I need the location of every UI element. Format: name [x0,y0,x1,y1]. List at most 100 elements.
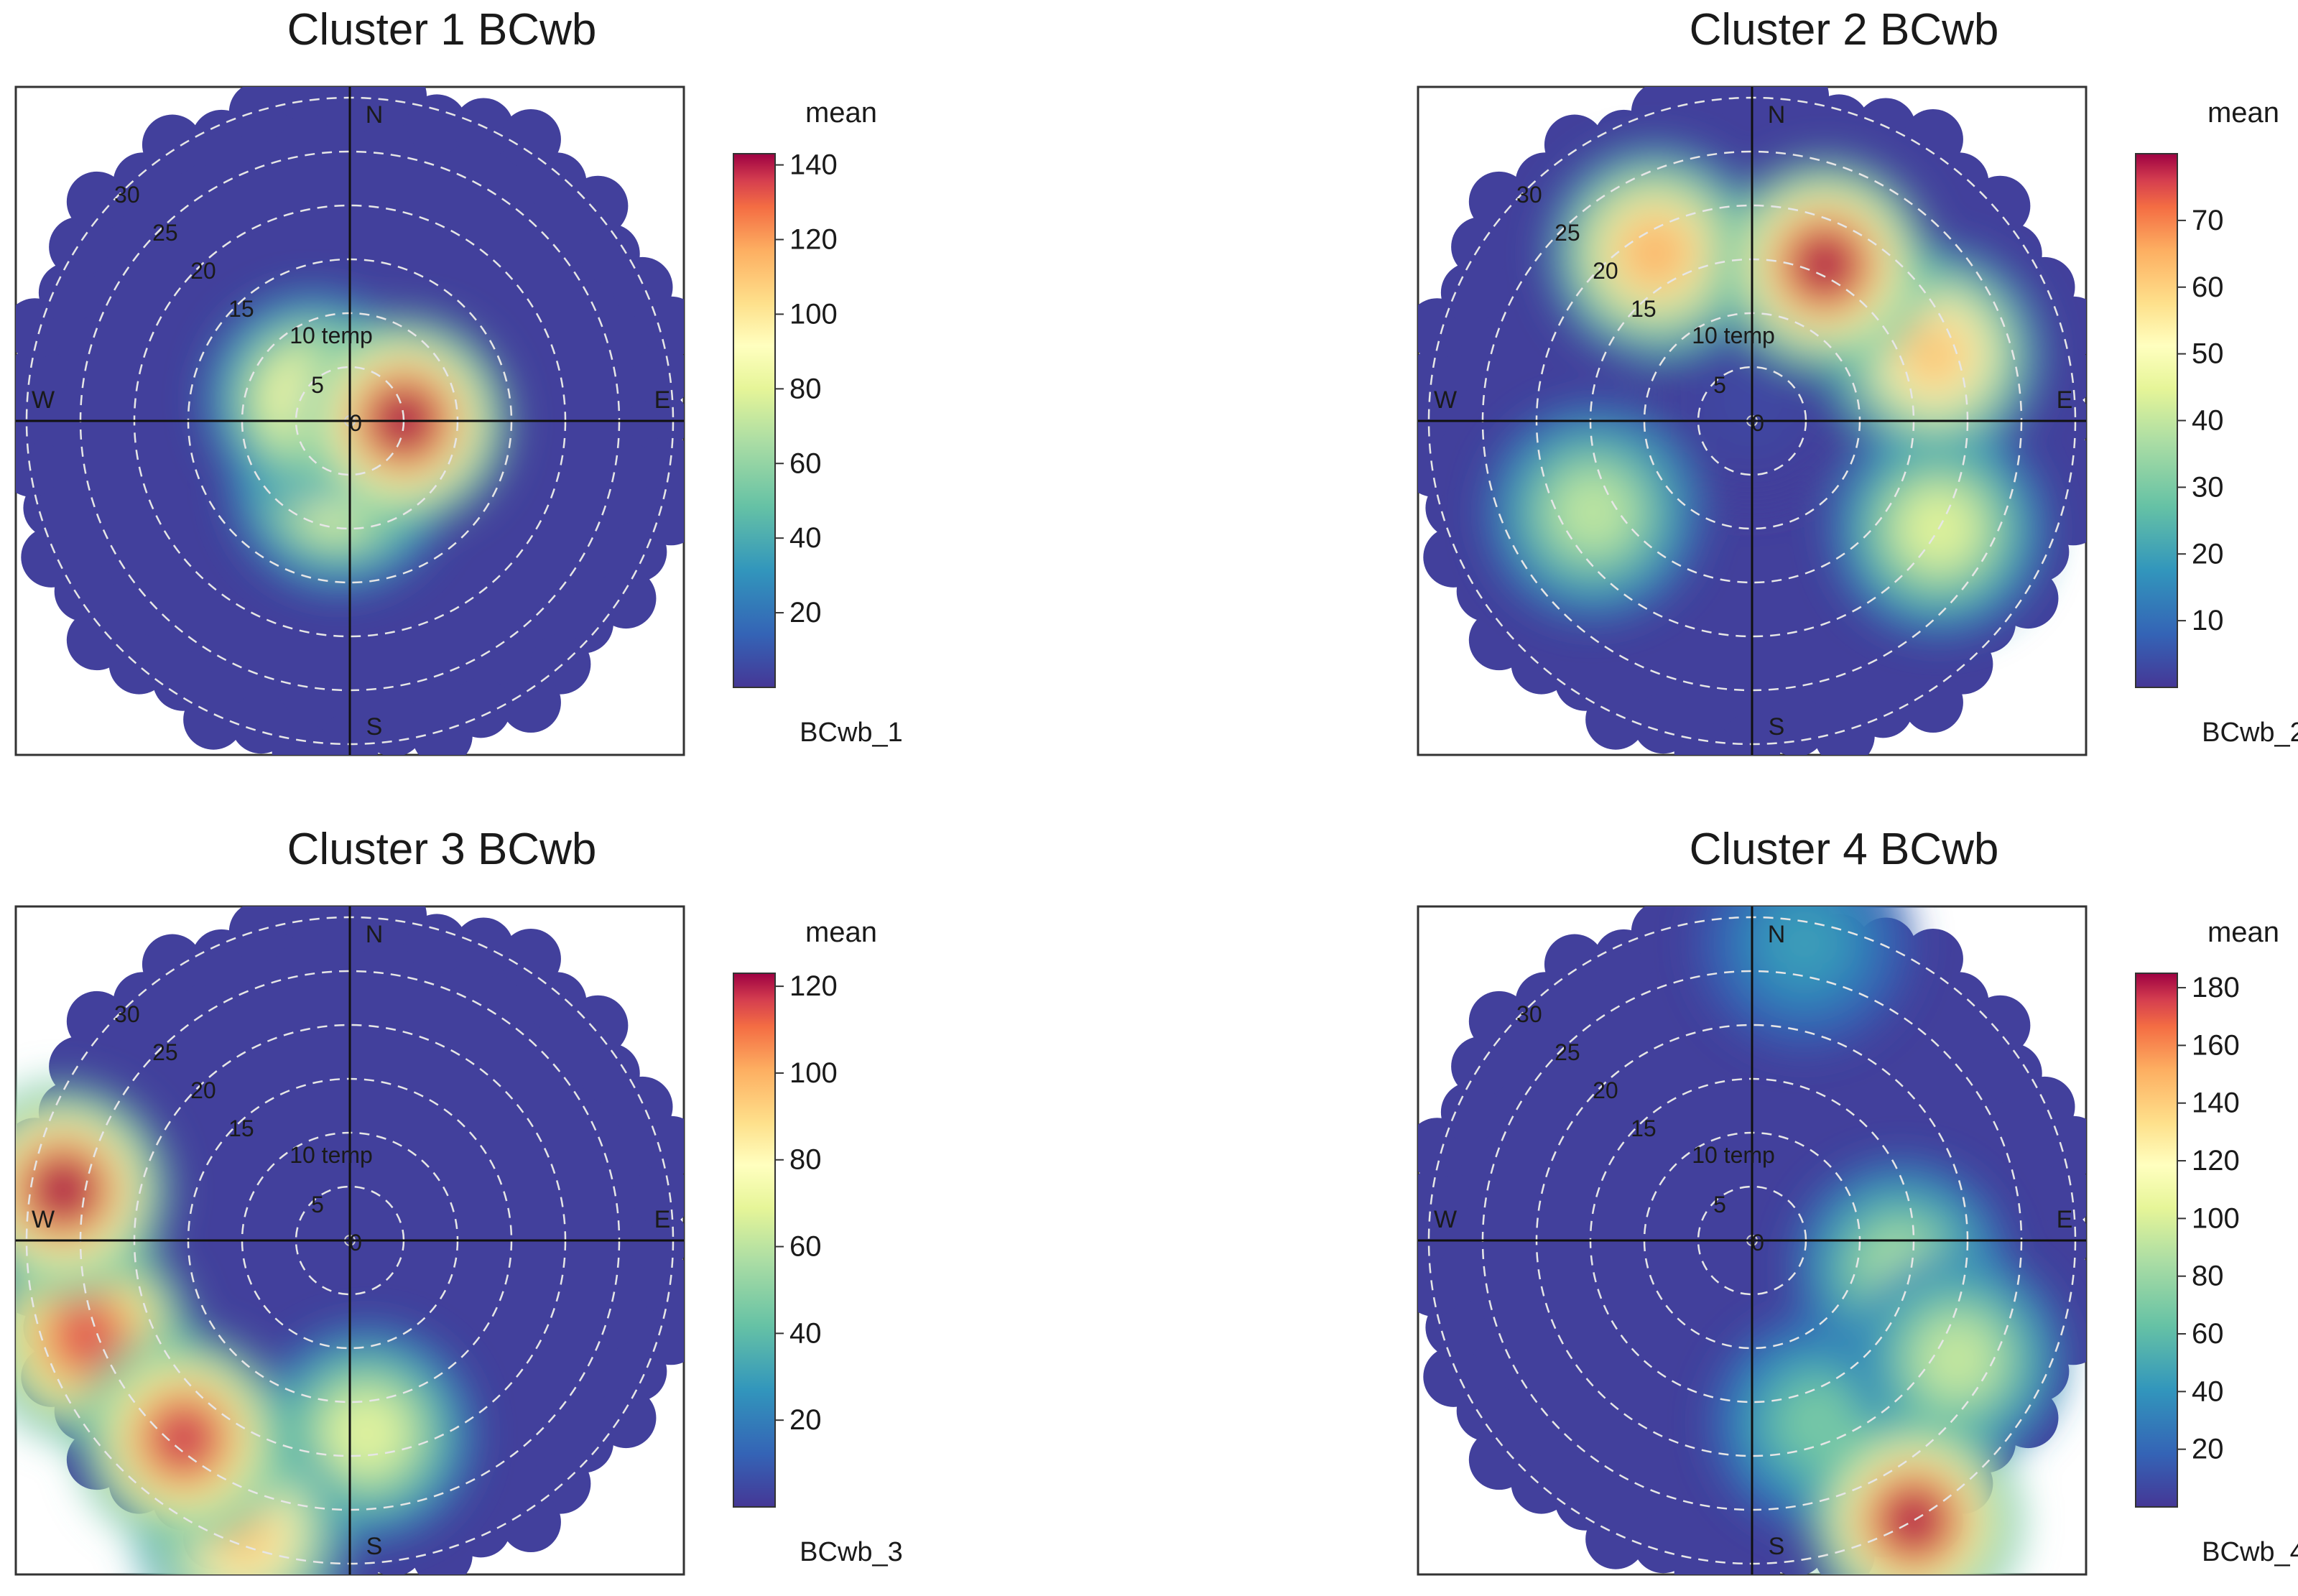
compass-label: S [1769,713,1785,741]
surface-edge-lobe [1468,990,1529,1052]
surface-edge-lobe [453,917,514,978]
chart-title: Cluster 2 BCwb [1690,5,1999,55]
surface-edge-lobe [641,296,684,357]
radial-tick-label: 0 [349,410,362,436]
surface-edge-lobe [638,1256,684,1317]
surface-edge-lobe [272,906,333,939]
surface-edge-lobe [142,934,203,995]
surface-edge-lobe [1544,934,1605,995]
surface-edge-lobe [641,1115,684,1177]
radial-tick-label: 5 [311,372,324,398]
radial-tick-label: 5 [1713,1192,1726,1217]
surface-edge-lobe [142,114,203,175]
colorbar-tick-label: 80 [789,1144,822,1176]
surface-edge-lobe [1809,94,1870,155]
surface-edge-lobe [1423,526,1484,588]
colorbar-tick-label: 40 [789,522,822,554]
compass-label: S [1769,1533,1785,1560]
radial-tick-label: 20 [1593,258,1618,284]
radial-tick-label: 20 [190,258,216,284]
surface-edge-lobe [407,94,468,155]
radial-tick-label: 30 [1516,1001,1542,1027]
colorbar-tick-label: 20 [789,597,822,628]
colorbar-tick-label: 140 [789,149,838,181]
legend-title: mean [2207,917,2279,948]
compass-label: E [654,1206,671,1233]
radial-tick-label: 15 [228,296,254,322]
surface-edge-lobe [2040,436,2086,497]
colorbar-tick-label: 100 [789,298,838,330]
hotspot-mark [27,1154,100,1226]
surface-edge-lobe [1440,1082,1501,1143]
surface-edge-lobe [567,995,629,1056]
surface-edge-lobe [2040,1256,2086,1317]
compass-label: S [366,713,383,741]
colorbar-tick-label: 60 [2192,1318,2224,1350]
surface-edge-lobe [1468,171,1529,232]
colorbar-tick-label: 20 [2192,538,2224,570]
hotspot-mark [330,1397,403,1470]
colorbar [733,973,776,1508]
compass-label: E [654,386,671,414]
surface-edge-lobe [1468,610,1529,671]
surface-edge-lobe [1418,345,1470,407]
legend-title: mean [805,917,877,948]
radial-tick-label: 30 [1516,182,1542,208]
radial-axis-label: 10 temp [1692,1142,1775,1168]
colorbar-tick-label: 60 [789,447,822,479]
radial-axis-label: 10 temp [289,323,373,348]
compass-label: N [366,101,384,129]
surface-edge-lobe [66,610,127,671]
compass-label: E [2057,386,2073,414]
colorbar-tick-label: 100 [2192,1202,2240,1234]
colorbar [733,153,776,688]
chart-title: Cluster 3 BCwb [287,825,597,874]
legend-label: BCwb_2 [2202,718,2298,748]
legend-title: mean [2207,97,2279,129]
colorbar-tick-label: 70 [2192,205,2224,236]
compass-label: W [1434,1206,1457,1233]
surface-edge-lobe [500,672,561,733]
radial-tick-label: 15 [1631,296,1657,322]
surface-edge-lobe [2043,296,2086,357]
legend-label: BCwb_4 [2202,1537,2298,1567]
surface-edge-lobe [500,1492,561,1553]
surface-edge-lobe [38,262,99,323]
hotspot-mark [1789,228,1861,301]
colorbar-tick-label: 40 [2192,1375,2224,1407]
radial-tick-label: 20 [190,1077,216,1103]
radial-tick-label: 25 [1555,220,1580,246]
surface-edge-lobe [567,175,629,236]
surface-edge-lobe [49,1036,110,1097]
surface-edge-lobe [1451,1036,1512,1097]
surface-edge-lobe [1674,87,1735,120]
surface-edge-lobe [49,216,110,277]
colorbar-tick-label: 40 [2192,405,2224,437]
polar-surface [1418,87,2086,755]
surface-edge-lobe [2043,1115,2086,1177]
colorbar-tick-label: 50 [2192,338,2224,370]
radial-tick-label: 30 [114,1001,140,1027]
surface-edge-lobe [606,521,667,583]
radial-tick-label: 15 [1631,1115,1657,1141]
hotspot-mark [1557,476,1630,549]
colorbar-tick-label: 120 [789,970,838,1002]
colorbar-tick-label: 10 [2192,605,2224,636]
hotspot-mark [1782,1386,1855,1459]
compass-label: W [32,386,55,414]
surface-edge-lobe [1902,672,1963,733]
colorbar-tick-label: 120 [789,224,838,256]
surface-blobs [1486,145,2047,636]
surface-edge-lobe [1451,216,1512,277]
surface-edge-lobe [231,693,292,754]
colorbar [2135,153,2178,688]
surface-edge-lobe [66,990,127,1052]
chart-title: Cluster 4 BCwb [1690,825,1999,874]
surface-edge-lobe [1855,98,1917,159]
surface-edge-lobe [1970,175,2031,236]
colorbar-tick-label: 80 [789,373,822,404]
radial-tick-label: 0 [1751,410,1764,436]
colorbar-tick-label: 20 [789,1404,822,1436]
